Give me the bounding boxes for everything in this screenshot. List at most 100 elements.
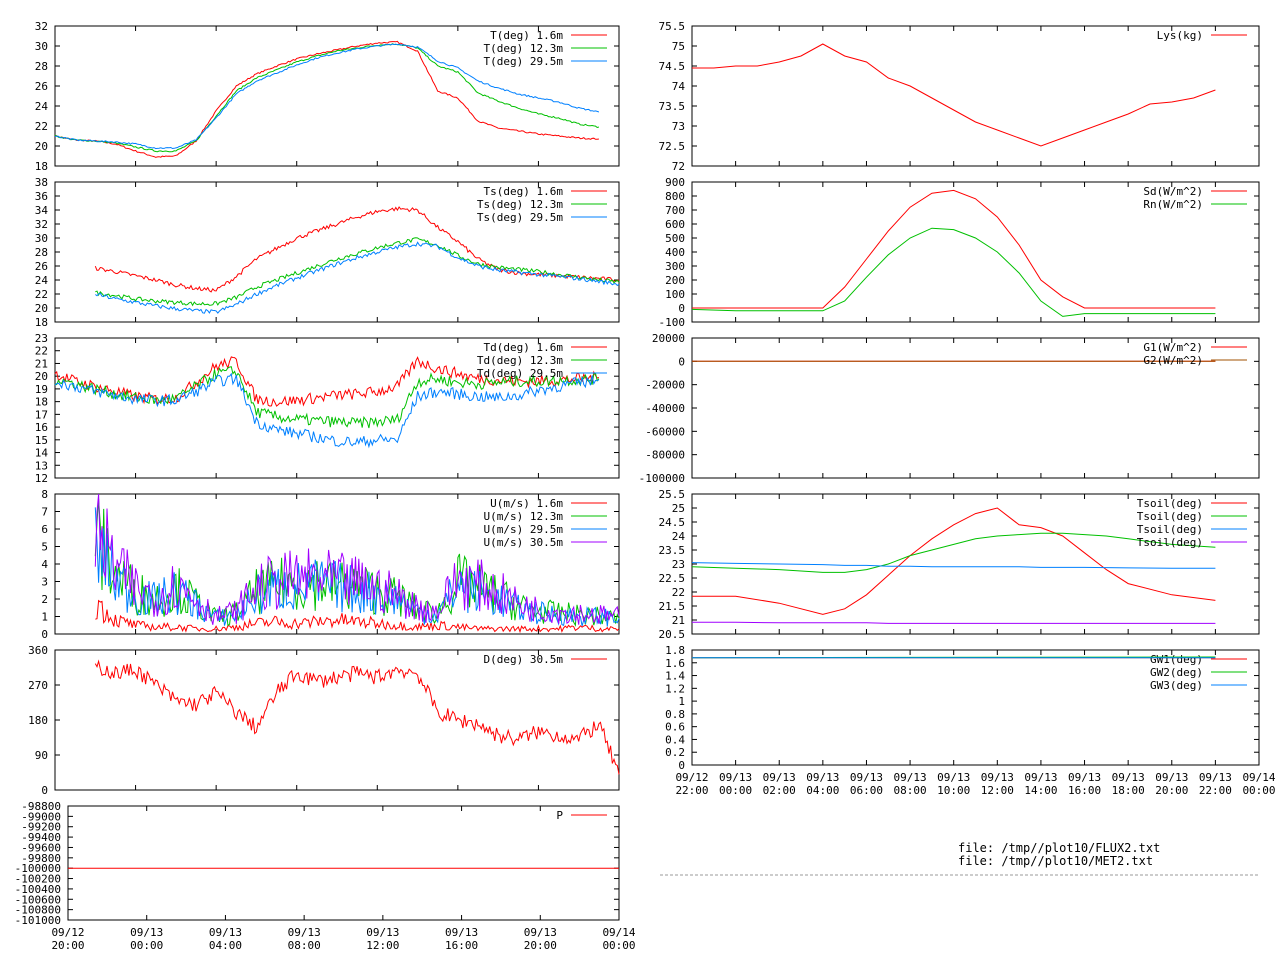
legend-label: Ts(deg) 1.6m <box>484 185 564 198</box>
legend-label: D(deg) 30.5m <box>484 653 564 666</box>
plot-frame <box>67 805 620 921</box>
x-tick-label: 09/13 <box>806 771 839 784</box>
series-line-d-0 <box>94 659 620 775</box>
x-tick-label: 09/13 <box>1155 771 1188 784</box>
y-tick-label: 700 <box>665 204 685 217</box>
y-tick-label: 270 <box>28 679 48 692</box>
legend-label: Tsoil(deg) <box>1137 523 1203 536</box>
y-tick-label: 900 <box>665 176 685 189</box>
y-tick-label: 5 <box>41 541 48 554</box>
y-tick-label: 0.4 <box>665 733 685 746</box>
y-tick-label: -98800 <box>21 800 61 813</box>
series-line-lys-0 <box>692 43 1216 147</box>
x-tick-label: 00:00 <box>1242 784 1275 797</box>
y-tick-label: 20 <box>35 302 48 315</box>
x-tick-label: 09/13 <box>1068 771 1101 784</box>
x-tick-label: 09/13 <box>894 771 927 784</box>
legend-label: T(deg) 29.5m <box>484 55 564 68</box>
series-line-td-2 <box>54 372 599 449</box>
series-line-tsoil-0 <box>692 507 1216 615</box>
legend-label: Td(deg) 1.6m <box>484 341 564 354</box>
x-tick-label: 10:00 <box>937 784 970 797</box>
y-tick-label: 360 <box>28 644 48 657</box>
x-tick-label: 08:00 <box>894 784 927 797</box>
series-line-u-0 <box>95 599 620 634</box>
x-tick-label: 18:00 <box>1112 784 1145 797</box>
y-tick-label: -100600 <box>15 893 61 906</box>
y-tick-label: 1.2 <box>665 682 685 695</box>
y-tick-label: -99400 <box>21 831 61 844</box>
legend-label: Ts(deg) 12.3m <box>477 198 563 211</box>
y-tick-label: 180 <box>28 714 48 727</box>
legend-label: T(deg) 12.3m <box>484 42 564 55</box>
y-tick-label: 600 <box>665 218 685 231</box>
y-tick-label: 0 <box>41 628 48 641</box>
x-tick-label: 20:00 <box>51 939 84 952</box>
chart-d: 0 90 180 270 360 D(deg) 30.5m <box>28 644 620 797</box>
chart-gw: 00.20.40.60.811.21.41.61.809/1222:0009/1… <box>665 644 1276 797</box>
legend-label: Tsoil(deg) <box>1137 536 1203 549</box>
y-tick-label: 34 <box>35 204 49 217</box>
legend-label: Lys(kg) <box>1157 29 1203 42</box>
y-tick-label: 74 <box>672 80 686 93</box>
y-tick-label: 23 <box>672 558 685 571</box>
y-tick-label: 24 <box>35 100 49 113</box>
y-tick-label: 23.5 <box>659 544 686 557</box>
y-tick-label: 15 <box>35 434 48 447</box>
x-tick-label: 09/13 <box>209 926 242 939</box>
y-tick-label: -100800 <box>15 904 61 917</box>
legend-label: U(m/s) 29.5m <box>484 523 564 536</box>
series-line-tsoil-3 <box>692 621 1216 624</box>
x-tick-label: 09/13 <box>288 926 321 939</box>
y-tick-label: 8 <box>41 488 48 501</box>
series-line-t-0 <box>54 40 599 158</box>
y-tick-label: -80000 <box>645 449 685 462</box>
legend-label: Tsoil(deg) <box>1137 510 1203 523</box>
x-tick-label: 00:00 <box>130 939 163 952</box>
plot-frame <box>691 25 1260 167</box>
legend-label: P <box>556 809 563 822</box>
series-line-ts-1 <box>95 237 620 307</box>
y-tick-label: 25.5 <box>659 488 686 501</box>
legend-label: GW1(deg) <box>1150 653 1203 666</box>
y-tick-label: 36 <box>35 190 48 203</box>
y-tick-label: 0.8 <box>665 708 685 721</box>
chart-g: -100000 -80000 -60000 -40000 -20000 0 20000 G1(… <box>639 332 1260 485</box>
legend-label: Ts(deg) 29.5m <box>477 211 563 224</box>
x-tick-label: 16:00 <box>1068 784 1101 797</box>
y-tick-label: -100400 <box>15 883 61 896</box>
y-tick-label: 800 <box>665 190 685 203</box>
y-tick-label: 400 <box>665 246 685 259</box>
x-tick-label: 16:00 <box>445 939 478 952</box>
y-tick-label: -100000 <box>639 472 685 485</box>
series-line-t-1 <box>54 43 600 153</box>
y-tick-label: 73 <box>672 120 685 133</box>
x-tick-label: 09/13 <box>445 926 478 939</box>
legend-label: Tsoil(deg) <box>1137 497 1203 510</box>
y-tick-label: 32 <box>35 218 48 231</box>
x-tick-label: 09/13 <box>1112 771 1145 784</box>
y-tick-label: -99200 <box>21 821 61 834</box>
series-line-u-3 <box>94 493 620 625</box>
x-tick-label: 09/13 <box>1199 771 1232 784</box>
y-tick-label: -100000 <box>15 862 61 875</box>
y-tick-label: 18 <box>35 396 48 409</box>
y-tick-label: 300 <box>665 260 685 273</box>
y-tick-label: 74.5 <box>659 60 686 73</box>
x-tick-label: 09/13 <box>850 771 883 784</box>
x-tick-label: 09/13 <box>981 771 1014 784</box>
y-tick-label: 21 <box>35 357 48 370</box>
series-line-rad-1 <box>691 227 1216 317</box>
y-tick-label: 200 <box>665 274 685 287</box>
y-tick-label: 20.5 <box>659 628 686 641</box>
x-tick-label: 09/13 <box>524 926 557 939</box>
legend-label: GW2(deg) <box>1150 666 1203 679</box>
y-tick-label: 1 <box>41 611 48 624</box>
y-tick-label: -99600 <box>21 841 61 854</box>
x-tick-label: 20:00 <box>524 939 557 952</box>
y-tick-label: 38 <box>35 176 48 189</box>
y-tick-label: 0.2 <box>665 746 685 759</box>
footer-file-flux: file: /tmp//plot10/FLUX2.txt <box>958 841 1160 855</box>
